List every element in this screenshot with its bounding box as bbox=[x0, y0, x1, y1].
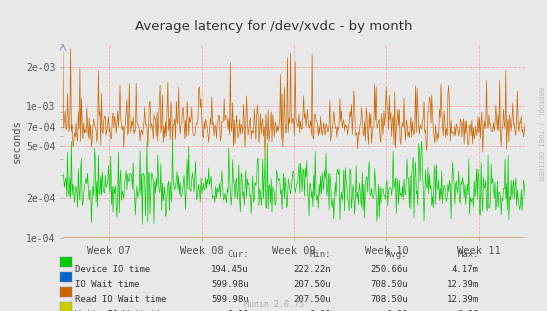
Text: Write IO Wait time: Write IO Wait time bbox=[75, 310, 172, 311]
Text: Average latency for /dev/xvdc - by month: Average latency for /dev/xvdc - by month bbox=[135, 20, 412, 33]
Text: 708.50u: 708.50u bbox=[370, 280, 408, 289]
Text: Cur:: Cur: bbox=[228, 250, 249, 259]
Text: IO Wait time: IO Wait time bbox=[75, 280, 139, 289]
Text: 708.50u: 708.50u bbox=[370, 295, 408, 304]
Text: Max:: Max: bbox=[457, 250, 479, 259]
Text: RRDTOOL / TOBI OETIKER: RRDTOOL / TOBI OETIKER bbox=[537, 87, 543, 180]
Y-axis label: seconds: seconds bbox=[11, 119, 22, 163]
Text: 0.00: 0.00 bbox=[310, 310, 331, 311]
Text: 4.17m: 4.17m bbox=[452, 265, 479, 274]
Text: Avg:: Avg: bbox=[386, 250, 408, 259]
Text: 12.39m: 12.39m bbox=[446, 295, 479, 304]
Text: 0.00: 0.00 bbox=[228, 310, 249, 311]
Text: Munin 2.0.75: Munin 2.0.75 bbox=[243, 300, 304, 309]
Text: 12.39m: 12.39m bbox=[446, 280, 479, 289]
Text: 599.98u: 599.98u bbox=[211, 295, 249, 304]
Text: Device IO time: Device IO time bbox=[75, 265, 150, 274]
Text: Min:: Min: bbox=[310, 250, 331, 259]
Text: 222.22n: 222.22n bbox=[293, 265, 331, 274]
Text: 250.66u: 250.66u bbox=[370, 265, 408, 274]
Text: 0.00: 0.00 bbox=[386, 310, 408, 311]
Text: 194.45u: 194.45u bbox=[211, 265, 249, 274]
Text: 207.50u: 207.50u bbox=[293, 280, 331, 289]
Text: 599.98u: 599.98u bbox=[211, 280, 249, 289]
Text: 207.50u: 207.50u bbox=[293, 295, 331, 304]
Text: 0.00: 0.00 bbox=[457, 310, 479, 311]
Text: Read IO Wait time: Read IO Wait time bbox=[75, 295, 166, 304]
